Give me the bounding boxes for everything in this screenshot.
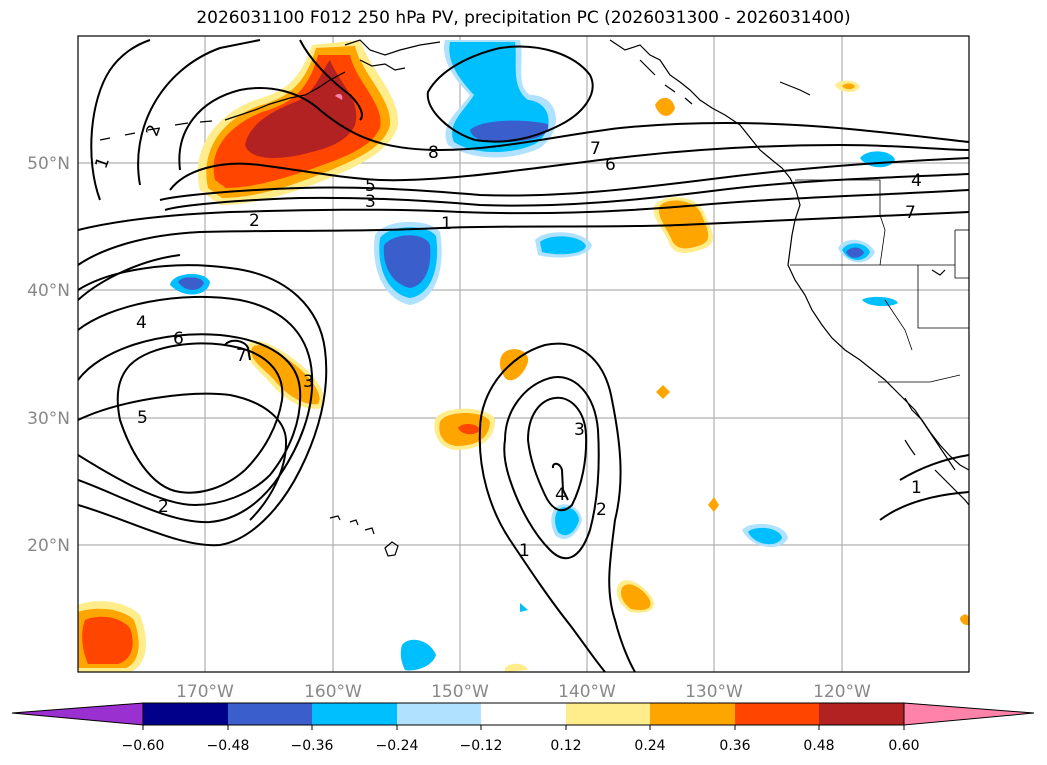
contour-label: 3 [574, 420, 585, 440]
colorbar-tick: −0.60 [122, 738, 165, 754]
contour-label: 5 [365, 176, 376, 196]
colorbar: −0.60 −0.48 −0.36 −0.24 −0.12 0.12 0.24 … [11, 702, 1035, 754]
colorbar-tick: −0.48 [207, 738, 250, 754]
colorbar-segment [650, 703, 735, 725]
contour-label: 1 [519, 541, 530, 561]
colorbar-tick: 0.36 [719, 738, 750, 754]
contour-label: 2 [596, 500, 607, 520]
colorbar-segment [228, 703, 312, 725]
colorbar-segment [397, 703, 481, 725]
colorbar-segment [143, 703, 228, 725]
contour-label: 7 [905, 203, 916, 223]
colorbar-segment [312, 703, 397, 725]
colorbar-tick: −0.24 [376, 738, 419, 754]
contour-label: 8 [428, 143, 439, 163]
longitude-labels: 170°W 160°W 150°W 140°W 130°W 120°W [176, 682, 871, 702]
contour-label: 4 [136, 313, 147, 333]
lon-label-120w: 120°W [813, 682, 871, 702]
colorbar-tick: 0.60 [888, 738, 919, 754]
colorbar-segment [735, 703, 819, 725]
contour-labels: 1 2 8 5 3 2 1 7 6 4 4 6 7 3 5 2 3 4 2 1 … [91, 122, 921, 561]
colorbar-tick: 0.24 [634, 738, 665, 754]
contour-label: 3 [303, 372, 314, 392]
contour-label: 5 [137, 408, 148, 428]
pv-contours [78, 39, 969, 672]
contour-label: 1 [441, 214, 452, 234]
lat-label-30n: 30°N [27, 409, 70, 429]
contour-label: 6 [173, 329, 184, 349]
colorbar-segment [819, 703, 904, 725]
latitude-labels: 50°N 40°N 30°N 20°N [27, 154, 70, 556]
lon-label-150w: 150°W [431, 682, 489, 702]
lat-label-50n: 50°N [27, 154, 70, 174]
contour-label: 6 [605, 155, 616, 175]
lat-label-40n: 40°N [27, 281, 70, 301]
contour-label: 3 [365, 192, 376, 212]
colorbar-segment [481, 703, 566, 725]
colorbar-tick: −0.12 [460, 738, 503, 754]
colorbar-extend-min [11, 702, 144, 726]
lon-label-130w: 130°W [685, 682, 743, 702]
colorbar-tick: 0.12 [550, 738, 581, 754]
contour-label: 4 [555, 485, 566, 505]
contour-label: 2 [158, 497, 169, 517]
map-title: 2026031100 F012 250 hPa PV, precipitatio… [196, 8, 851, 28]
lon-label-140w: 140°W [558, 682, 616, 702]
map-frame [77, 35, 970, 673]
colorbar-segment [566, 703, 650, 725]
lon-label-170w: 170°W [176, 682, 234, 702]
colorbar-extend-max [903, 702, 1035, 726]
lat-label-20n: 20°N [27, 536, 70, 556]
contour-label: 1 [911, 478, 922, 498]
gridlines [78, 36, 969, 672]
contour-label: 7 [590, 139, 601, 159]
colorbar-tick: −0.36 [291, 738, 334, 754]
lon-label-160w: 160°W [304, 682, 362, 702]
contour-label: 2 [249, 211, 260, 231]
contour-label: 4 [911, 171, 922, 191]
colorbar-tick: 0.48 [803, 738, 834, 754]
precip-shading [78, 40, 969, 672]
contour-label: 7 [236, 346, 247, 366]
